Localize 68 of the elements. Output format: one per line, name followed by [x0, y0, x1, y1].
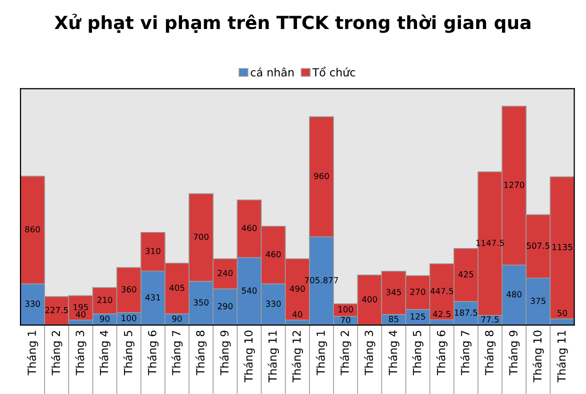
- data-label: 405: [169, 284, 184, 291]
- x-tick-label: Tháng 4: [388, 330, 400, 376]
- x-tick-label: Tháng 2: [340, 331, 352, 376]
- data-label: 210: [97, 296, 112, 304]
- x-tick-label: Tháng 10: [244, 330, 255, 382]
- data-label: 540: [242, 287, 257, 294]
- data-label: 460: [266, 251, 281, 258]
- data-label: 431: [145, 294, 160, 301]
- data-label: 100: [338, 306, 353, 312]
- x-tick-label: Tháng 6: [147, 330, 159, 376]
- x-tick-label: Tháng 4: [99, 330, 110, 376]
- chart-title: Xử phạt vi phạm trên TTCK trong thời gian qua: [54, 14, 530, 33]
- data-label: 270: [410, 288, 426, 295]
- data-label: 40: [76, 311, 86, 318]
- x-tick-label: Tháng 11: [556, 330, 568, 382]
- data-label: 360: [122, 286, 136, 292]
- data-label: 345: [386, 288, 401, 296]
- data-label: 860: [25, 226, 40, 232]
- x-tick-label: Tháng 3: [364, 330, 376, 376]
- data-label: 460: [242, 224, 257, 232]
- x-tick-label: Tháng 6: [436, 330, 448, 376]
- x-tick-label: Tháng 12: [292, 331, 303, 382]
- x-tick-label: Tháng 9: [508, 330, 520, 376]
- data-label: 42.5: [432, 310, 450, 318]
- data-label: 350: [194, 299, 208, 306]
- x-tick-label: Tháng 7: [460, 330, 472, 376]
- x-tick-label: Tháng 8: [484, 330, 496, 376]
- data-label: 1270: [504, 182, 524, 188]
- legend-label: Tổ chức: [312, 66, 356, 76]
- x-tick-label: Tháng 11: [268, 330, 279, 382]
- data-label: 90: [172, 316, 182, 322]
- data-label: 125: [410, 313, 426, 320]
- data-label: 77.5: [481, 316, 499, 323]
- data-label: 290: [218, 303, 233, 310]
- data-label: 90: [100, 316, 110, 322]
- data-label: 490: [290, 286, 305, 292]
- x-tick-label: Tháng 3: [75, 330, 86, 376]
- data-label: 40: [292, 311, 302, 318]
- x-tick-label: Tháng 9: [220, 330, 231, 376]
- data-label: 85: [388, 316, 398, 322]
- data-label: 330: [266, 300, 281, 307]
- x-tick-label: Tháng 7: [171, 330, 183, 376]
- data-label: 447.5: [430, 288, 454, 294]
- x-tick-label: Tháng 1: [26, 330, 38, 376]
- x-tick-label: Tháng 10: [532, 330, 544, 382]
- x-tick-label: Tháng 8: [195, 330, 207, 376]
- data-label: 480: [506, 291, 522, 298]
- x-tick-label: Tháng 2: [51, 331, 62, 376]
- data-label: 700: [194, 234, 208, 240]
- x-tick-label: Tháng 5: [412, 330, 424, 376]
- data-label: 507.5: [526, 242, 550, 249]
- data-label: 960: [314, 172, 329, 180]
- data-label: 240: [218, 270, 233, 276]
- data-label: 195: [74, 304, 88, 310]
- data-label: 375: [530, 298, 546, 304]
- data-label: 400: [362, 296, 378, 302]
- data-label: 330: [25, 300, 40, 307]
- data-label: 70: [340, 316, 350, 324]
- data-label: 1135: [552, 244, 572, 250]
- data-label: 187.5: [454, 309, 478, 316]
- legend-label: cá nhân: [250, 67, 294, 76]
- data-label: 227.5: [45, 306, 68, 314]
- data-label: 310: [146, 248, 160, 254]
- data-label: 50: [558, 310, 567, 316]
- x-tick-label: Tháng 5: [123, 330, 134, 376]
- data-label: 100: [122, 314, 136, 322]
- data-label: 425: [458, 271, 474, 278]
- x-tick-label: Tháng 1: [316, 330, 328, 376]
